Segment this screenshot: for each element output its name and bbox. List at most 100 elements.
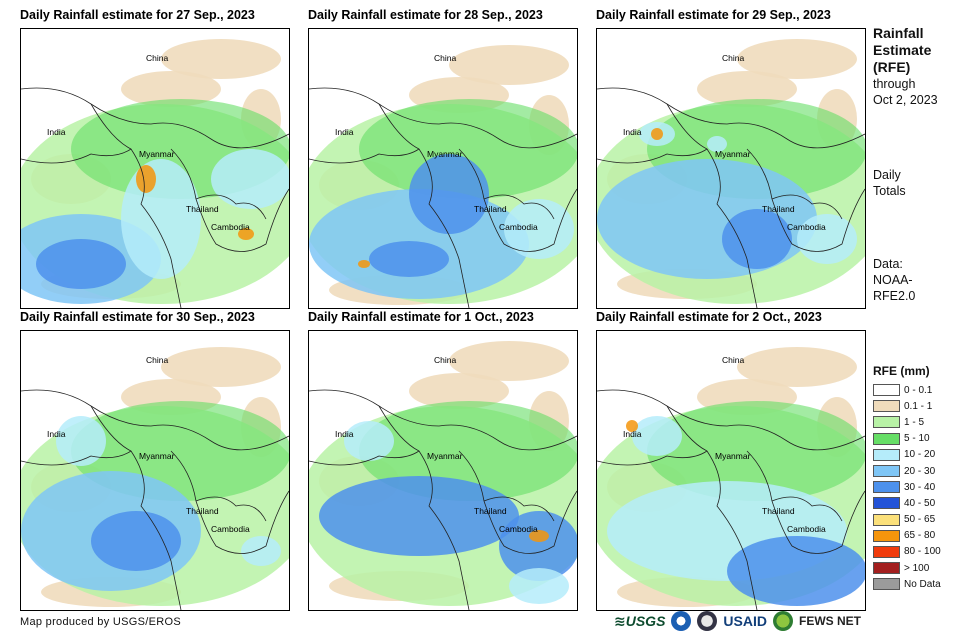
legend-label: 0 - 0.1 (904, 384, 933, 396)
map-label-india: India (623, 429, 642, 439)
rainfall-map: China India Myanmar Thailand Cambodia (20, 28, 290, 309)
map-label-thailand: Thailand (186, 506, 219, 516)
rainfall-field (21, 39, 289, 308)
map-label-thailand: Thailand (186, 204, 219, 214)
country-border (90, 405, 182, 610)
map-label-cambodia: Cambodia (787, 222, 826, 232)
country-border (90, 103, 182, 308)
country-border (378, 405, 470, 610)
rainfall-area (529, 530, 549, 542)
legend-swatch (873, 578, 900, 591)
country-border (771, 496, 843, 522)
legend-item: 0 - 0.1 (873, 382, 941, 398)
panel-title: Daily Rainfall estimate for 2 Oct., 2023 (596, 310, 822, 324)
rainfall-area (597, 159, 817, 279)
rfe-heading: Estimate (873, 42, 932, 58)
rainfall-field (309, 341, 577, 610)
legend-swatch (873, 545, 900, 558)
rainfall-area (136, 165, 156, 193)
map-label-china: China (146, 53, 169, 63)
country-border (309, 87, 577, 149)
side-info: Rainfall Estimate (RFE) through Oct 2, 2… (873, 25, 938, 108)
map-label-india: India (623, 127, 642, 137)
panel-title: Daily Rainfall estimate for 28 Sep., 202… (308, 8, 543, 22)
through-date: Oct 2, 2023 (873, 93, 938, 107)
legend-label: 10 - 20 (904, 449, 936, 461)
coastline (309, 450, 420, 466)
legend-item: 1 - 5 (873, 414, 941, 430)
legend-label: 65 - 80 (904, 530, 936, 542)
legend-title: RFE (mm) (873, 364, 930, 378)
legend-swatch (873, 400, 900, 413)
country-border (483, 194, 555, 220)
legend-swatch (873, 497, 900, 510)
country-border (458, 450, 577, 554)
legend-label: 0.1 - 1 (904, 400, 933, 412)
rainfall-map: China India Myanmar Thailand Cambodia (308, 330, 578, 611)
rainfall-area (697, 71, 797, 107)
rainfall-area (36, 239, 126, 289)
country-border (170, 450, 289, 554)
rainfall-area (319, 476, 519, 556)
country-border (21, 389, 289, 451)
rainfall-area (647, 401, 865, 501)
legend-swatch (873, 513, 900, 526)
map-label-cambodia: Cambodia (787, 524, 826, 534)
map-label-thailand: Thailand (474, 204, 507, 214)
coastline (21, 148, 132, 164)
data-source-name: NOAA- (873, 273, 913, 287)
rainfall-area (211, 149, 289, 209)
usgs-text: USGS (625, 613, 666, 629)
noaa-seal-icon (671, 611, 692, 631)
map-label-china: China (722, 53, 745, 63)
legend-label: 30 - 40 (904, 481, 936, 493)
country-border (309, 389, 577, 451)
map-label-india: India (335, 429, 354, 439)
legend-label: No Data (904, 578, 941, 590)
rainfall-area (409, 373, 509, 409)
country-border (21, 87, 289, 149)
rainfall-area (722, 209, 792, 269)
rainfall-area (241, 536, 281, 566)
agency-logos: ≋ USGS USAID FEWS NET (614, 608, 861, 634)
rainfall-area (161, 39, 281, 79)
map-label-thailand: Thailand (762, 506, 795, 516)
coastline (597, 148, 708, 164)
map-label-myanmar: Myanmar (715, 451, 751, 461)
legend-item: No Data (873, 576, 941, 592)
legend-label: > 100 (904, 562, 930, 574)
legend-swatch (873, 529, 900, 542)
map-label-cambodia: Cambodia (211, 524, 250, 534)
country-border (597, 389, 865, 451)
panel-title: Daily Rainfall estimate for 30 Sep., 202… (20, 310, 255, 324)
country-border (458, 148, 577, 252)
legend-swatch (873, 384, 900, 397)
country-border (666, 103, 758, 308)
map-label-cambodia: Cambodia (211, 222, 250, 232)
map-label-india: India (47, 127, 66, 137)
legend-swatch (873, 432, 900, 445)
rainfall-field (21, 347, 289, 610)
country-border (666, 405, 758, 610)
map-label-myanmar: Myanmar (139, 149, 175, 159)
legend-swatch (873, 448, 900, 461)
coastline (309, 148, 420, 164)
country-border (483, 496, 555, 522)
map-label-myanmar: Myanmar (715, 149, 751, 159)
rainfall-area (651, 128, 663, 140)
rainfall-area (449, 45, 569, 85)
map-label-china: China (146, 355, 169, 365)
legend-label: 1 - 5 (904, 416, 925, 428)
rainfall-area (509, 568, 569, 604)
map-label-myanmar: Myanmar (427, 149, 463, 159)
rainfall-area (238, 228, 254, 240)
country-border (378, 103, 470, 308)
map-label-china: China (434, 355, 457, 365)
rainfall-area (409, 154, 489, 234)
coastline (21, 450, 132, 466)
map-label-india: India (47, 429, 66, 439)
map-label-china: China (722, 355, 745, 365)
rainfall-area (359, 99, 577, 199)
legend-label: 5 - 10 (904, 433, 930, 445)
map-label-cambodia: Cambodia (499, 222, 538, 232)
